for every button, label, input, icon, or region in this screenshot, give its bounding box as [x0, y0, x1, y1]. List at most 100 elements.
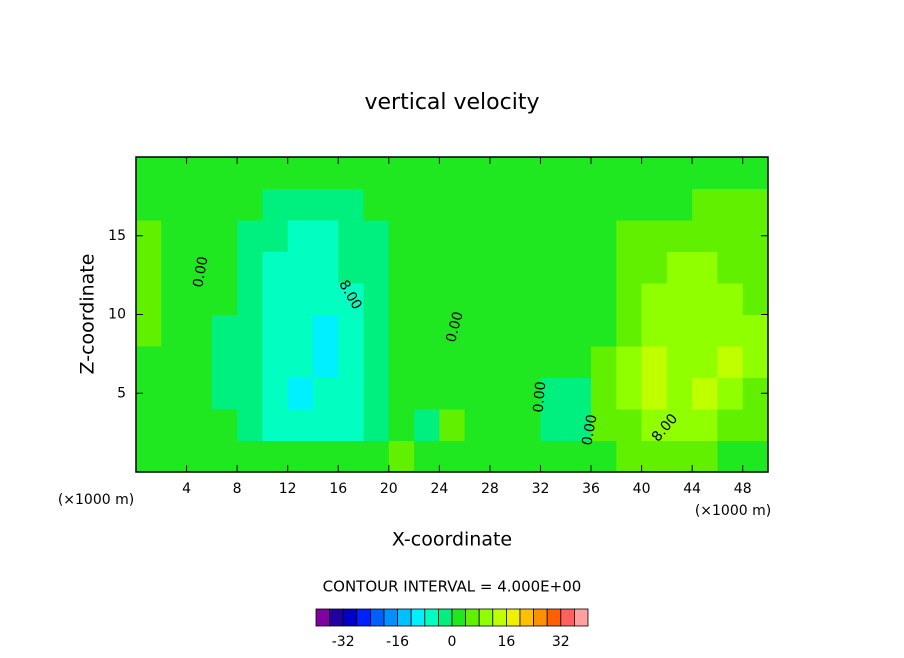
- field-cell: [540, 377, 567, 410]
- field-cell: [616, 314, 643, 347]
- field-cell: [338, 440, 365, 473]
- field-cell: [666, 157, 693, 189]
- field-cell: [692, 220, 718, 252]
- colorbar-swatch: [315, 608, 331, 627]
- field-cell: [489, 346, 516, 378]
- field-cell: [565, 188, 592, 221]
- field-cell: [363, 409, 390, 441]
- field-cell: [464, 283, 491, 315]
- y-tick-label: 10: [108, 307, 126, 323]
- field-cell: [439, 377, 466, 410]
- field-cell: [565, 251, 592, 284]
- x-tick-label: 28: [481, 481, 499, 497]
- field-cell: [237, 409, 263, 441]
- field-cell: [186, 283, 213, 315]
- field-cell: [489, 283, 516, 315]
- field-cell: [388, 220, 415, 252]
- field-cell: [666, 440, 693, 473]
- field-cell: [616, 409, 643, 441]
- field-cell: [641, 377, 668, 410]
- field-cell: [439, 157, 466, 189]
- field-cell: [641, 283, 668, 315]
- field-cell: [540, 409, 567, 441]
- field-cell: [338, 346, 365, 378]
- field-cell: [312, 251, 339, 284]
- field-cell: [211, 346, 238, 378]
- field-cell: [338, 251, 365, 284]
- field-cell: [388, 409, 415, 441]
- field-cell: [616, 157, 643, 189]
- field-cell: [388, 283, 415, 315]
- field-cell: [414, 346, 440, 378]
- field-cell: [515, 283, 541, 315]
- field-cell: [262, 409, 289, 441]
- field-cell: [515, 188, 541, 221]
- field-cell: [237, 314, 263, 347]
- field-cell: [262, 157, 289, 189]
- field-cell: [262, 377, 289, 410]
- field-cell: [136, 251, 162, 284]
- field-cell: [591, 409, 617, 441]
- colorbar-swatch: [397, 608, 412, 627]
- x-tick-label: 32: [532, 481, 550, 497]
- field-cell: [338, 314, 365, 347]
- field-cell: [338, 409, 365, 441]
- field-cell: [161, 283, 188, 315]
- field-cell: [565, 283, 592, 315]
- colorbar-swatch: [424, 608, 439, 627]
- field-cell: [717, 188, 744, 221]
- field-cell: [591, 157, 617, 189]
- field-cell: [641, 409, 668, 441]
- contour-label: 0.00: [190, 255, 211, 288]
- colorbar-swatch: [478, 608, 494, 627]
- field-cell: [616, 220, 643, 252]
- colorbar-swatch: [342, 608, 358, 627]
- field-cell: [363, 283, 390, 315]
- field-cell: [211, 377, 238, 410]
- field-cell: [540, 220, 567, 252]
- x-tick-label: 8: [233, 481, 242, 497]
- field-cell: [312, 377, 339, 410]
- field-cell: [414, 251, 440, 284]
- field-cell: [363, 377, 390, 410]
- field-cell: [414, 314, 440, 347]
- field-cell: [186, 188, 213, 221]
- field-cell: [489, 157, 516, 189]
- contour-label: 0.00: [531, 381, 550, 413]
- field-cell: [312, 283, 339, 315]
- colorbar-swatch: [492, 608, 507, 627]
- field-cell: [136, 188, 162, 221]
- colorbar-swatch: [533, 608, 548, 627]
- field-cell: [692, 314, 718, 347]
- colorbar-swatch: [505, 608, 521, 627]
- field-cell: [414, 188, 440, 221]
- x-tick-label: 36: [582, 481, 600, 497]
- field-cell: [211, 251, 238, 284]
- field-cell: [237, 377, 263, 410]
- field-cell: [287, 188, 314, 221]
- field-cell: [692, 188, 718, 221]
- field-cell: [186, 409, 213, 441]
- colorbar-swatch: [451, 608, 467, 627]
- field-cell: [287, 409, 314, 441]
- field-cell: [136, 283, 162, 315]
- field-cell: [565, 220, 592, 252]
- field-cell: [414, 377, 440, 410]
- field-cell: [363, 440, 390, 473]
- field-cell: [136, 440, 162, 473]
- field-cell: [515, 157, 541, 189]
- field-cell: [515, 409, 541, 441]
- field-cell: [692, 157, 718, 189]
- field: [136, 157, 769, 473]
- field-cell: [161, 314, 188, 347]
- field-cell: [540, 283, 567, 315]
- field-cell: [742, 157, 769, 189]
- field-cell: [312, 220, 339, 252]
- colorbar-tick-label: 0: [448, 634, 457, 650]
- y-tick-label: 15: [108, 228, 126, 244]
- field-cell: [287, 440, 314, 473]
- contour-label: 0.00: [579, 413, 600, 446]
- field-cell: [540, 314, 567, 347]
- field-cell: [742, 314, 769, 347]
- x-tick-label: 4: [182, 481, 191, 497]
